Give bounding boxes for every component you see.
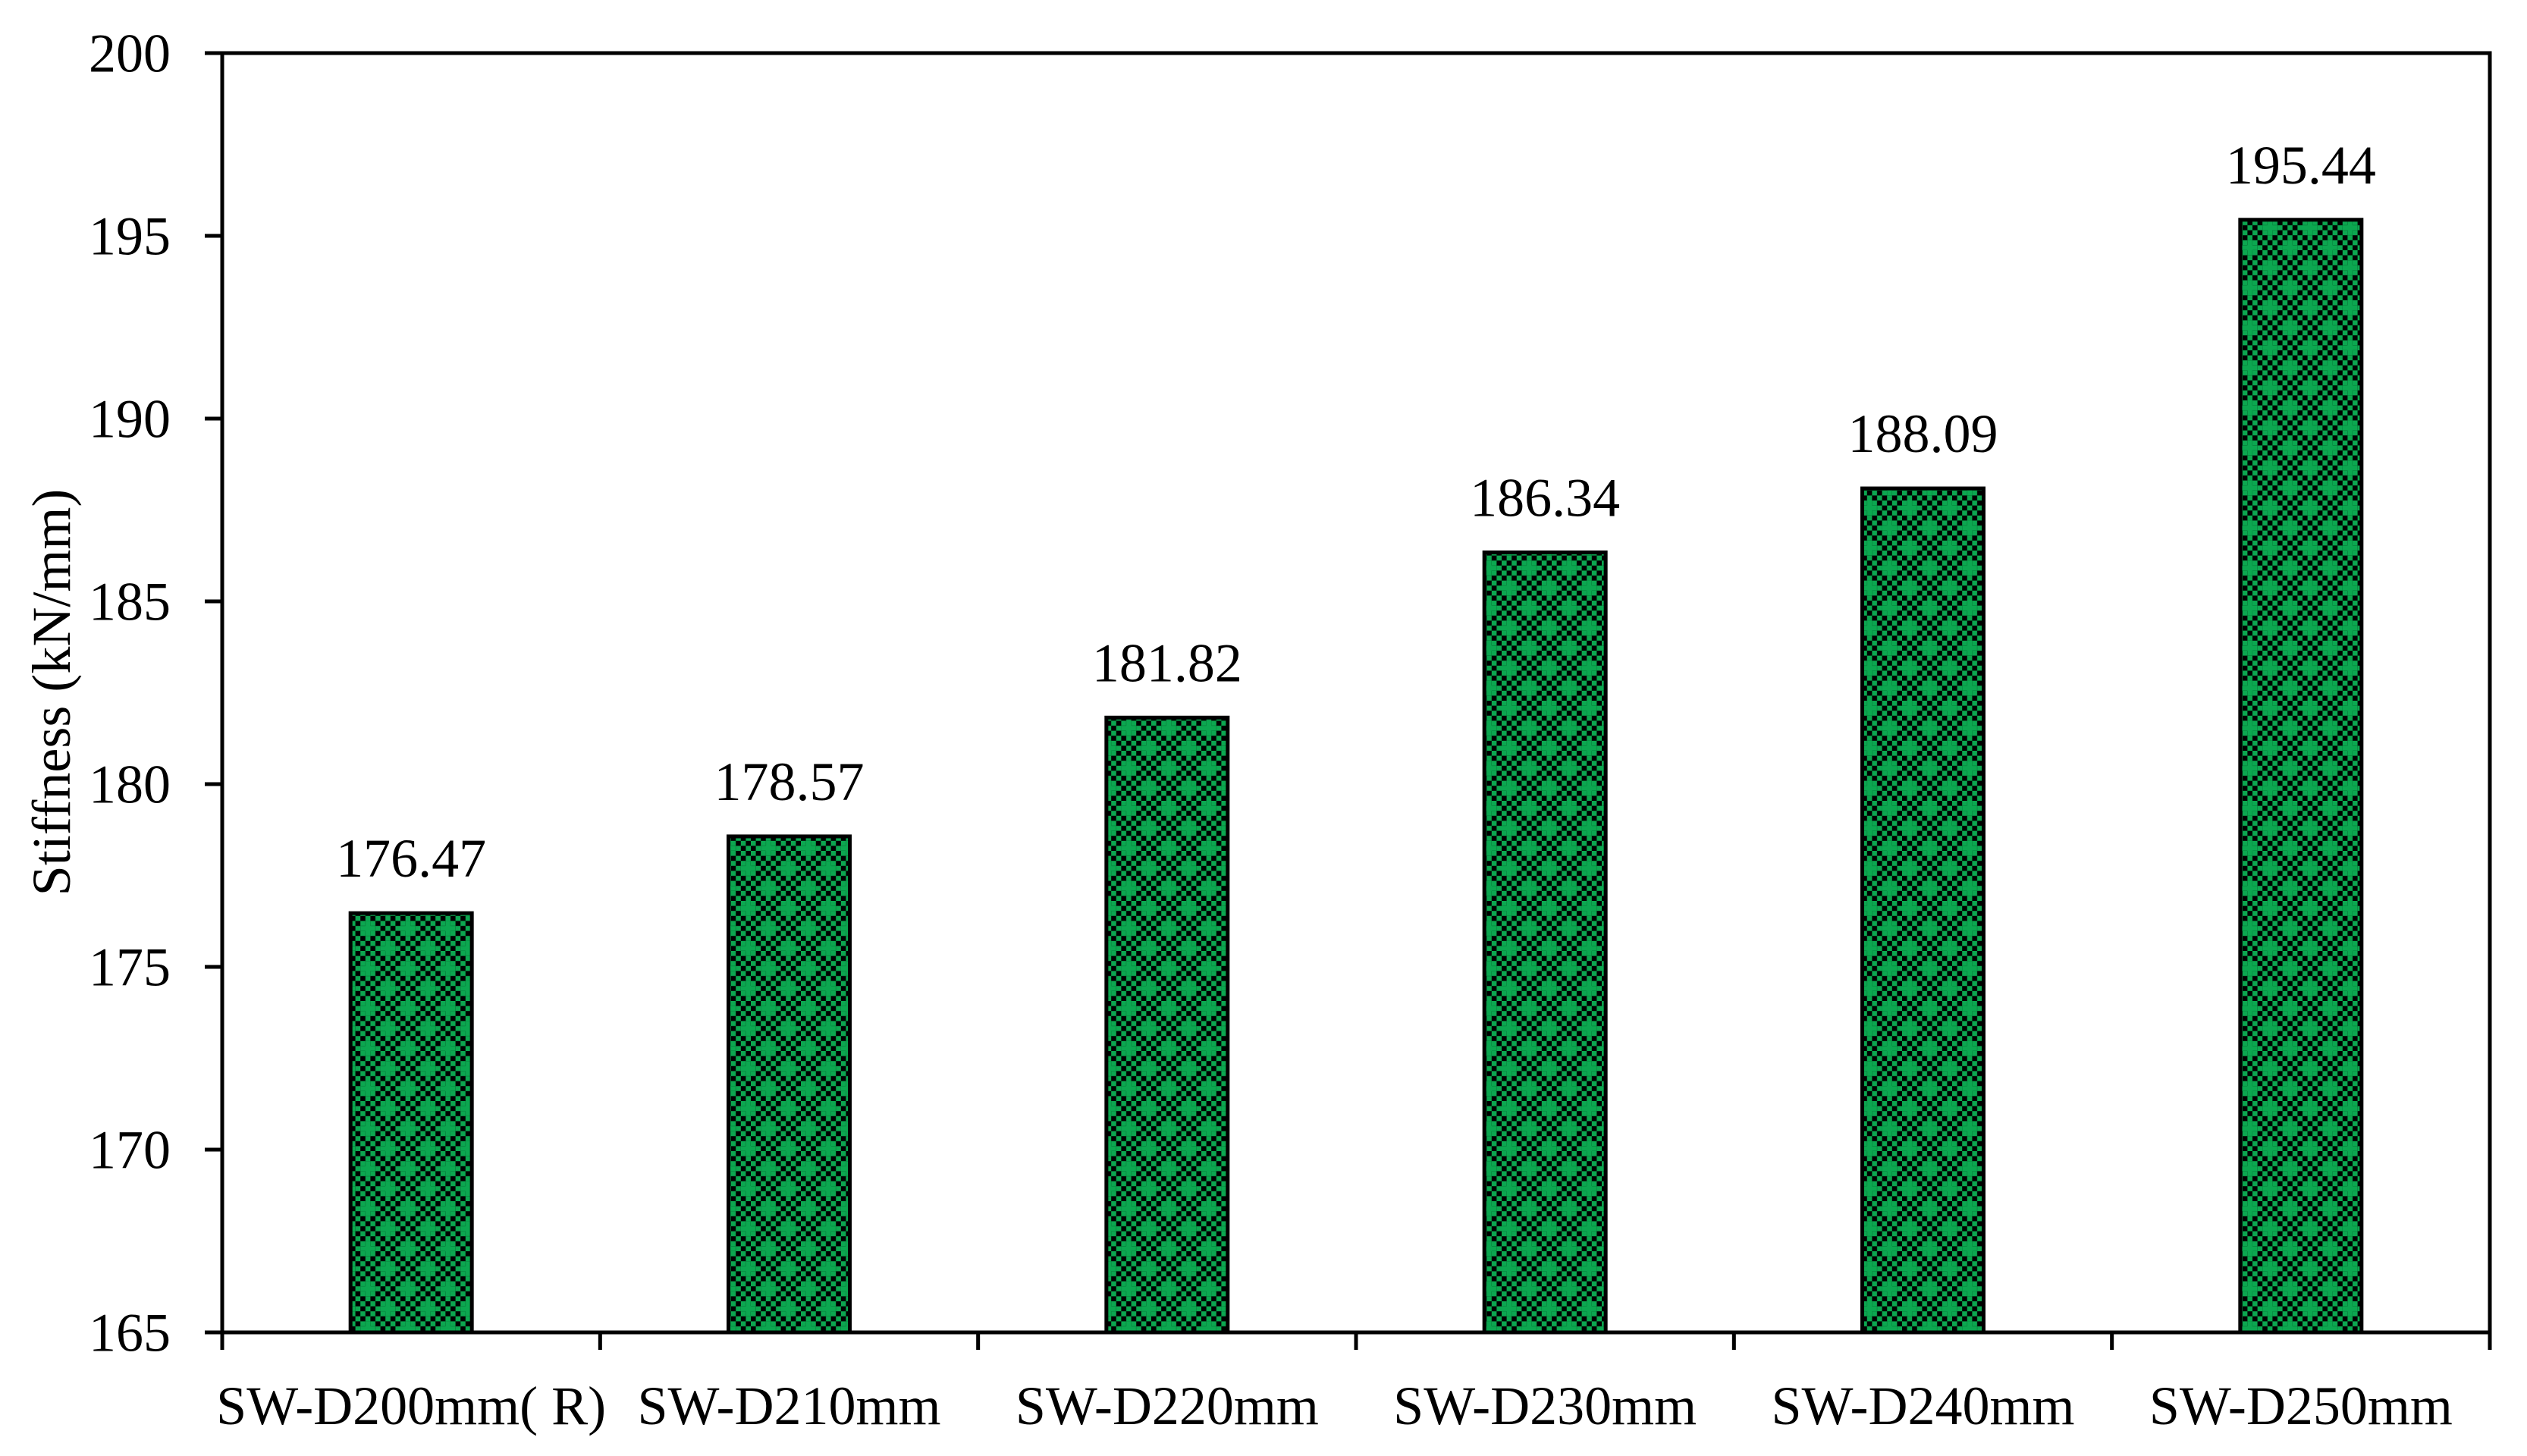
x-category-label: SW-D240mm [1771, 1376, 2074, 1436]
x-category-label: SW-D230mm [1393, 1376, 1697, 1436]
x-category-label: SW-D250mm [2149, 1376, 2453, 1436]
bar-data-label: 181.82 [1092, 632, 1242, 693]
bar-fill-plus-motif [1484, 552, 1606, 1332]
bar-data-label: 186.34 [1470, 467, 1620, 528]
bar-fill-plus-motif [350, 913, 472, 1332]
bar-fill-plus-motif [728, 836, 850, 1332]
bar-fill-plus-motif [2240, 219, 2362, 1332]
bar-fill-plus-motif [1862, 488, 1984, 1332]
y-tick-label: 200 [89, 23, 171, 83]
x-category-label: SW-D220mm [1016, 1376, 1319, 1436]
y-tick-label: 180 [89, 754, 171, 814]
x-category-label: SW-D210mm [637, 1376, 940, 1436]
y-axis-title: Stiffness (kN/mm) [21, 489, 82, 896]
y-tick-label: 175 [89, 937, 171, 997]
y-tick-label: 195 [89, 206, 171, 266]
y-tick-label: 185 [89, 571, 171, 632]
x-axis: SW-D200mm( R) SW-D210mm SW-D220mm SW-D230mm… [216, 1332, 2492, 1436]
bar-data-label: 178.57 [714, 752, 865, 812]
bar-data-label: 188.09 [1848, 403, 1998, 464]
data-labels: 176.47 178.57 181.82 186.34 188.09 195.44 [336, 135, 2376, 889]
y-axis: 165 170 175 180 185 190 195 200 [89, 23, 222, 1363]
bar-data-label: 195.44 [2226, 135, 2376, 196]
bar-data-label: 176.47 [336, 828, 486, 889]
y-tick-label: 165 [89, 1302, 171, 1363]
bar-fill-plus-motif [1106, 717, 1228, 1332]
y-tick-label: 170 [89, 1119, 171, 1180]
bars [348, 218, 2364, 1335]
x-category-label: SW-D200mm( R) [216, 1376, 606, 1436]
y-tick-label: 190 [89, 388, 171, 449]
